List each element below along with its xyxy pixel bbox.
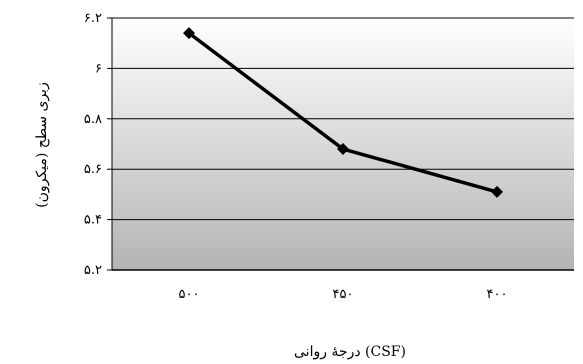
x-tick-label: ۴۰۰ — [487, 287, 508, 302]
x-tick-label: ۵۰۰ — [179, 287, 200, 302]
data-point-marker — [491, 185, 503, 198]
gridlines — [107, 17, 574, 271]
x-tick-labels: ۵۰۰ ۴۵۰ ۴۰۰ — [179, 287, 508, 302]
y-tick-label: ۶ — [95, 61, 102, 76]
y-tick-label: ۵.۶ — [84, 162, 102, 177]
y-tick-labels: ۵.۲ ۵.۴ ۵.۶ ۵.۸ ۶ ۶.۲ — [84, 11, 102, 278]
data-point-marker — [337, 143, 349, 156]
y-axis-title: زبری سطح (میکرون) — [34, 82, 50, 208]
data-points — [183, 27, 503, 198]
y-tick-label: ۵.۲ — [84, 263, 102, 278]
x-tick-label: ۴۵۰ — [333, 287, 354, 302]
y-tick-label: ۵.۸ — [84, 112, 102, 127]
data-point-marker — [183, 27, 195, 40]
y-tick-label: ۵.۴ — [84, 213, 102, 228]
y-tick-label: ۶.۲ — [84, 11, 102, 26]
x-axis-title: درجهٔ روانی (CSF) — [294, 344, 406, 360]
